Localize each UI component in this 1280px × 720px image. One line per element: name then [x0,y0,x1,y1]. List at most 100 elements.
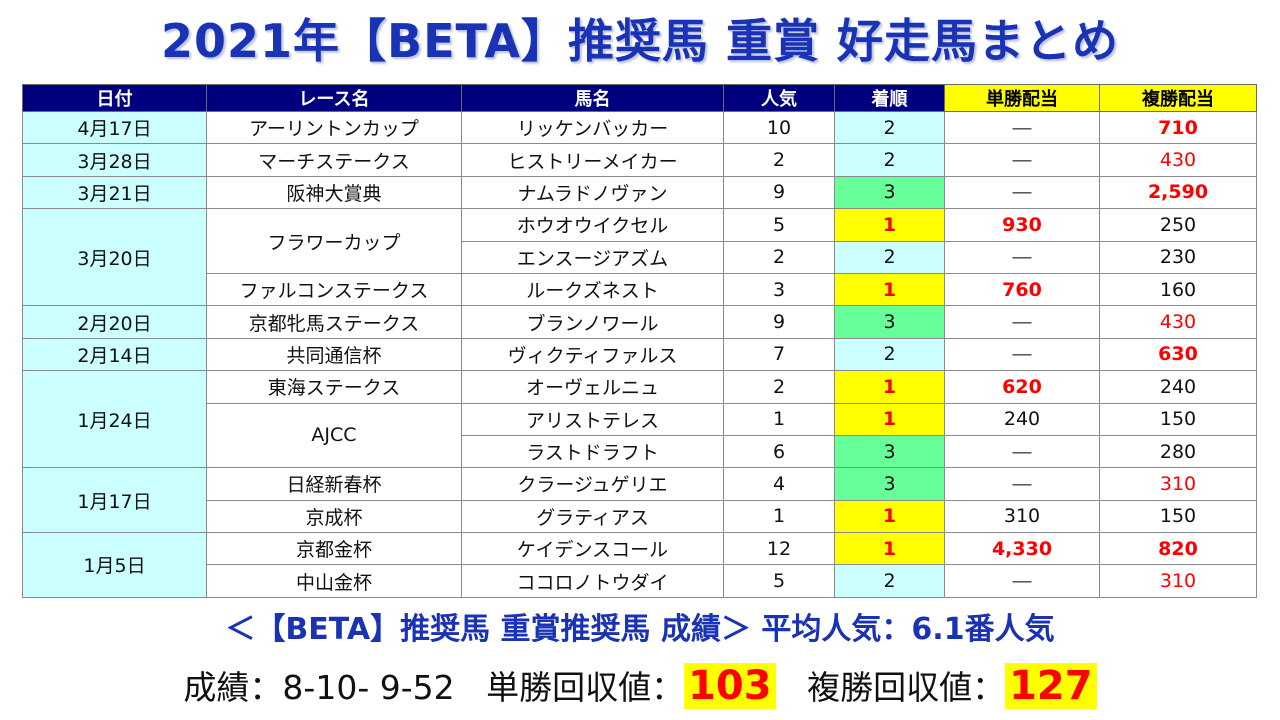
race-cell: ファルコンステークス [206,272,462,307]
date-cell: 3月21日 [22,175,207,210]
place-payout-cell: 230 [1099,240,1257,274]
place-payout-cell: 150 [1099,402,1257,436]
rank-cell: 2 [834,110,945,145]
rank-cell: 2 [834,143,945,177]
popularity-cell: 3 [723,272,835,307]
win-payout-cell: 620 [944,370,1100,404]
place-payout-cell: 630 [1099,337,1257,372]
horse-cell: エンスージアズム [461,240,724,274]
rank-cell: 2 [834,564,945,598]
race-cell: 京都金杯 [206,532,462,566]
horse-cell: ホウオウイクセル [461,208,724,242]
header-rank: 着順 [834,84,945,112]
rank-cell: 1 [834,402,945,436]
place-payout-cell: 310 [1099,564,1257,598]
rank-cell: 1 [834,499,945,534]
rank-cell: 1 [834,208,945,242]
place-payout-cell: 150 [1099,499,1257,534]
header-popularity: 人気 [723,84,835,112]
table-row: 4月17日 アーリントンカップ リッケンバッカー 10 2 ― 710 [22,110,1257,145]
date-cell: 1月17日 [22,467,207,534]
table-row: ラストドラフト 6 3 ― 280 [23,434,1257,469]
place-payout-cell: 710 [1099,110,1257,145]
table-row: 3月20日 フラワーカップ ホウオウイクセル 5 1 930 250 [22,208,1257,307]
win-payout-cell: ― [944,564,1100,598]
place-payout-cell: 2,590 [1099,175,1257,210]
horse-cell: リッケンバッカー [461,110,724,145]
place-return-value: 127 [1005,663,1097,709]
horse-cell: クラージュゲリエ [461,467,724,501]
popularity-cell: 6 [723,434,835,469]
table-header-row: 日付 レース名 馬名 人気 着順 単勝配当 複勝配当 [22,84,1257,112]
place-payout-cell: 820 [1099,532,1257,566]
date-cell: 2月20日 [22,305,207,339]
horse-cell: グラティアス [461,499,724,534]
header-win-payout: 単勝配当 [944,84,1100,112]
place-payout-cell: 250 [1099,208,1257,242]
popularity-cell: 4 [723,467,835,501]
win-payout-cell: 240 [944,402,1100,436]
table-row: 2月14日 共同通信杯 ヴィクティファルス 7 2 ― 630 [22,337,1257,372]
race-cell: フラワーカップ [206,208,462,274]
win-payout-cell: ― [944,175,1100,210]
popularity-cell: 12 [723,532,835,566]
table-row: ファルコンステークス ルークズネスト 3 1 760 160 [23,272,1257,307]
horse-cell: ルークズネスト [461,272,724,307]
race-cell: 京成杯 [206,499,462,534]
rank-cell: 3 [834,305,945,339]
popularity-cell: 2 [723,370,835,404]
date-cell: 3月20日 [22,208,207,307]
race-cell: 共同通信杯 [206,337,462,372]
rank-cell: 2 [834,337,945,372]
summary-stats: 成績：8-10- 9-52 単勝回収値： 103 複勝回収値： 127 [0,658,1280,714]
popularity-cell: 2 [723,143,835,177]
horse-cell: ヒストリーメイカー [461,143,724,177]
win-payout-cell: 4,330 [944,532,1100,566]
popularity-cell: 9 [723,305,835,339]
date-cell: 1月5日 [22,532,207,598]
win-payout-cell: ― [944,467,1100,501]
rank-cell: 2 [834,240,945,274]
popularity-cell: 5 [723,208,835,242]
header-race: レース名 [206,84,462,112]
horse-cell: ココロノトウダイ [461,564,724,598]
win-payout-cell: ― [944,337,1100,372]
place-payout-cell: 430 [1099,143,1257,177]
win-payout-cell: ― [944,110,1100,145]
place-payout-cell: 280 [1099,434,1257,469]
date-cell: 1月24日 [22,370,207,469]
place-payout-cell: 310 [1099,467,1257,501]
win-payout-cell: ― [944,434,1100,469]
rank-cell: 1 [834,272,945,307]
race-cell: 中山金杯 [206,564,462,598]
header-date: 日付 [22,84,207,112]
race-cell: AJCC [206,402,462,469]
rank-cell: 1 [834,370,945,404]
win-payout-cell: ― [944,240,1100,274]
win-payout-cell: 930 [944,208,1100,242]
results-table: 日付 レース名 馬名 人気 着順 単勝配当 複勝配当 4月17日 アーリントンカ… [22,84,1257,598]
win-payout-cell: 760 [944,272,1100,307]
place-payout-cell: 240 [1099,370,1257,404]
win-return-label: 単勝回収値： [486,668,685,707]
race-cell: アーリントンカップ [206,110,462,145]
race-cell: 阪神大賞典 [206,175,462,210]
win-payout-cell: 310 [944,499,1100,534]
popularity-cell: 5 [723,564,835,598]
rank-cell: 3 [834,434,945,469]
rank-cell: 1 [834,532,945,566]
rank-cell: 3 [834,175,945,210]
rank-cell: 3 [834,467,945,501]
horse-cell: ヴィクティファルス [461,337,724,372]
race-cell: 京都牝馬ステークス [206,305,462,339]
popularity-cell: 7 [723,337,835,372]
popularity-cell: 10 [723,110,835,145]
date-cell: 3月28日 [22,143,207,177]
win-payout-cell: ― [944,305,1100,339]
race-cell: 東海ステークス [206,370,462,404]
popularity-cell: 9 [723,175,835,210]
table-row: エンスージアズム 2 2 ― 230 [23,240,1257,274]
date-cell: 4月17日 [22,110,207,145]
popularity-cell: 2 [723,240,835,274]
horse-cell: アリストテレス [461,402,724,436]
